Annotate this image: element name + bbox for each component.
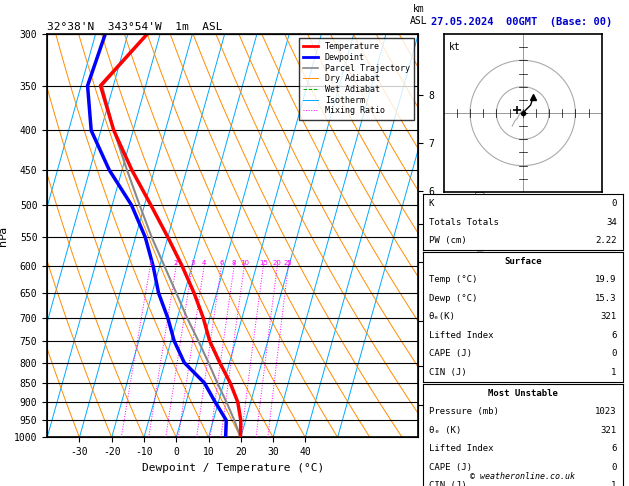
Text: 25: 25 — [284, 260, 292, 266]
Text: 4: 4 — [202, 260, 206, 266]
Text: 0: 0 — [611, 463, 616, 471]
Text: Lifted Index: Lifted Index — [429, 331, 493, 340]
Text: 0: 0 — [611, 349, 616, 358]
Text: CAPE (J): CAPE (J) — [429, 349, 472, 358]
Text: 8: 8 — [232, 260, 237, 266]
Text: 27.05.2024  00GMT  (Base: 00): 27.05.2024 00GMT (Base: 00) — [431, 17, 613, 27]
Text: 34: 34 — [606, 218, 616, 226]
Text: LCL: LCL — [422, 417, 437, 425]
Text: 3: 3 — [190, 260, 194, 266]
Text: 1023: 1023 — [595, 407, 616, 416]
Text: CIN (J): CIN (J) — [429, 368, 466, 377]
Text: 6: 6 — [611, 331, 616, 340]
Text: 15: 15 — [259, 260, 268, 266]
Text: Dewp (°C): Dewp (°C) — [429, 294, 477, 303]
Text: CAPE (J): CAPE (J) — [429, 463, 472, 471]
Text: 20: 20 — [273, 260, 282, 266]
Legend: Temperature, Dewpoint, Parcel Trajectory, Dry Adiabat, Wet Adiabat, Isotherm, Mi: Temperature, Dewpoint, Parcel Trajectory… — [299, 38, 414, 120]
Text: © weatheronline.co.uk: © weatheronline.co.uk — [470, 472, 575, 481]
Text: Surface: Surface — [504, 257, 542, 266]
Text: km
ASL: km ASL — [409, 4, 427, 26]
Text: CIN (J): CIN (J) — [429, 481, 466, 486]
Text: Temp (°C): Temp (°C) — [429, 276, 477, 284]
Text: 2: 2 — [174, 260, 178, 266]
Text: 1: 1 — [148, 260, 152, 266]
Text: 321: 321 — [601, 426, 616, 434]
Text: Most Unstable: Most Unstable — [487, 389, 558, 398]
Text: 15.3: 15.3 — [595, 294, 616, 303]
Text: Pressure (mb): Pressure (mb) — [429, 407, 499, 416]
Text: 32°38'N  343°54'W  1m  ASL: 32°38'N 343°54'W 1m ASL — [47, 22, 223, 32]
Text: 0: 0 — [611, 199, 616, 208]
Y-axis label: hPa: hPa — [0, 226, 8, 246]
Text: Lifted Index: Lifted Index — [429, 444, 493, 453]
Text: 6: 6 — [219, 260, 223, 266]
Text: Totals Totals: Totals Totals — [429, 218, 499, 226]
Text: kt: kt — [449, 42, 460, 52]
Text: 10: 10 — [240, 260, 248, 266]
Text: PW (cm): PW (cm) — [429, 236, 466, 245]
Text: 321: 321 — [601, 312, 616, 321]
Text: K: K — [429, 199, 434, 208]
Text: 1: 1 — [611, 368, 616, 377]
Y-axis label: Mixing Ratio (g/kg): Mixing Ratio (g/kg) — [476, 190, 486, 282]
Text: θₑ (K): θₑ (K) — [429, 426, 461, 434]
Text: 2.22: 2.22 — [595, 236, 616, 245]
Text: 1: 1 — [611, 481, 616, 486]
Text: θₑ(K): θₑ(K) — [429, 312, 455, 321]
Text: 6: 6 — [611, 444, 616, 453]
Text: 19.9: 19.9 — [595, 276, 616, 284]
X-axis label: Dewpoint / Temperature (°C): Dewpoint / Temperature (°C) — [142, 463, 324, 473]
